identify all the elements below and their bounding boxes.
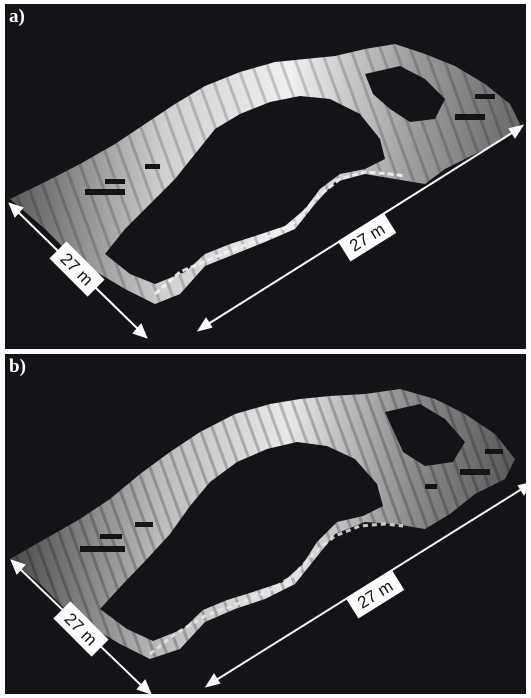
panel-label-b: b) — [9, 356, 26, 377]
hollow-interior — [100, 442, 383, 641]
scale-label-right-b: 27 m — [345, 569, 405, 619]
scale-label-right-a: 27 m — [337, 212, 397, 262]
panel-a: 27 m 27 m a) — [5, 4, 526, 349]
point-cloud-render-b: 27 m 27 m — [10, 389, 526, 694]
hollow-interior — [105, 96, 385, 284]
point-cloud-render-a: 27 m 27 m — [8, 44, 525, 339]
panel-label-a: a) — [9, 6, 25, 27]
panel-b: 27 m 27 m b) — [5, 354, 526, 694]
